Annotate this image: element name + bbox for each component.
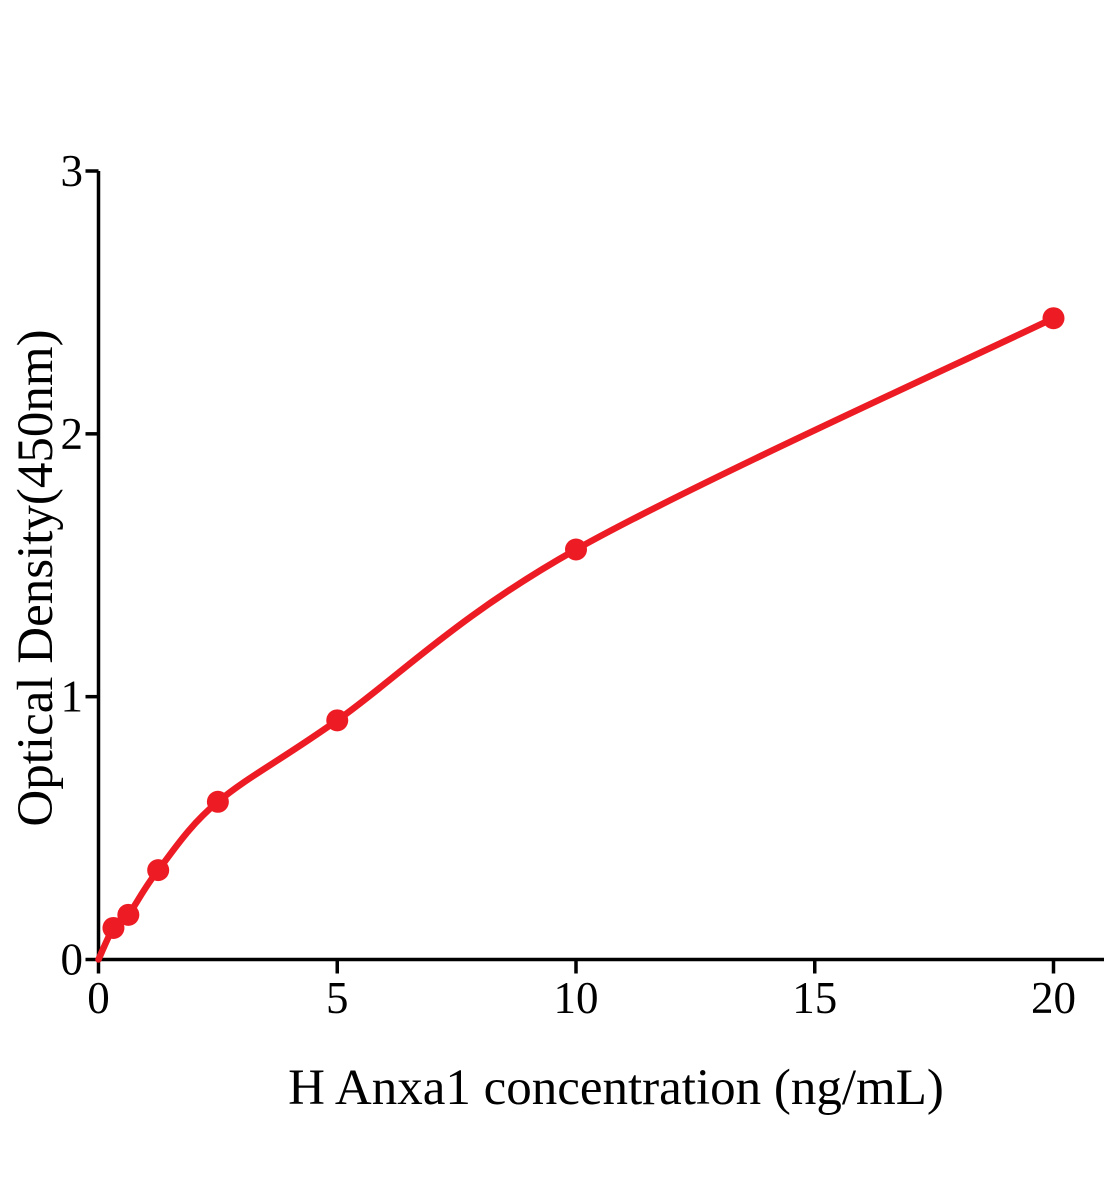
x-tick-label: 15 — [792, 973, 837, 1023]
y-tick-label: 3 — [61, 146, 84, 196]
x-tick-label: 10 — [554, 973, 599, 1023]
axes — [96, 171, 1104, 962]
data-point-marker — [1042, 307, 1065, 330]
data-point-marker — [147, 859, 170, 882]
data-point-marker — [102, 916, 125, 939]
x-tick-label: 20 — [1031, 973, 1076, 1023]
x-axis-title: H Anxa1 concentration (ng/mL) — [288, 1060, 944, 1116]
x-tick-label: 5 — [326, 973, 349, 1023]
x-tick-label: 0 — [87, 973, 110, 1023]
y-tick-label: 1 — [61, 672, 84, 722]
data-point-marker — [326, 709, 349, 732]
y-axis-title: Optical Density(450nm) — [8, 329, 64, 826]
fit-curve — [95, 314, 1057, 963]
y-tick-label: 2 — [61, 409, 84, 459]
y-axis-tick-labels: 0 1 2 3 — [61, 146, 84, 984]
data-point-marker — [206, 790, 229, 813]
data-point-marker — [565, 538, 587, 561]
y-tick-label: 0 — [61, 935, 84, 985]
x-axis-ticks — [96, 959, 1056, 974]
x-axis-tick-labels: 0 5 10 15 20 — [87, 973, 1076, 1023]
data-points — [102, 307, 1065, 939]
y-axis-ticks — [85, 169, 99, 962]
data-point-marker — [117, 903, 140, 926]
